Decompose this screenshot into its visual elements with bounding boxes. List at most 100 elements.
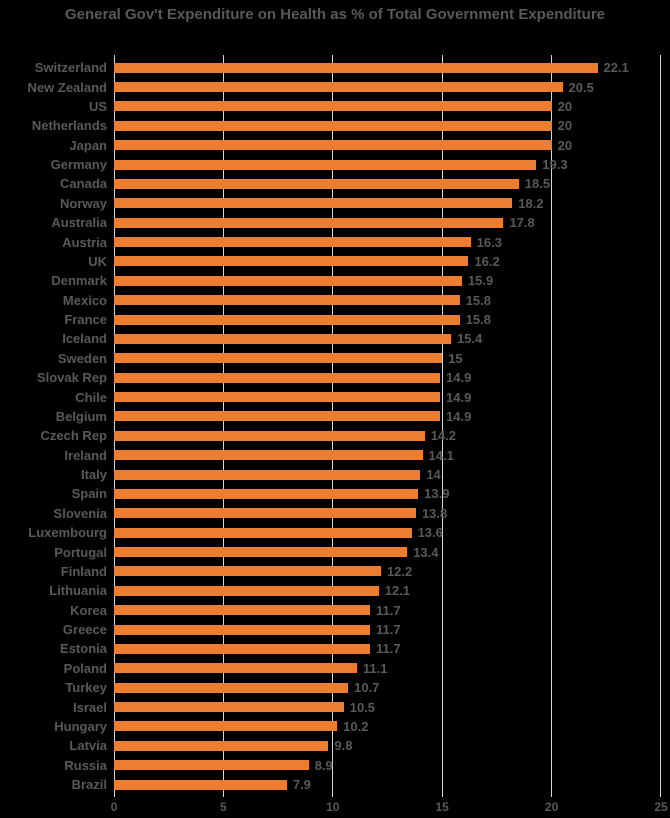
category-label: Canada <box>60 176 107 192</box>
value-label: 12.1 <box>384 583 411 599</box>
value-label: 13.4 <box>413 544 439 560</box>
bar <box>114 663 357 674</box>
bar-track: 20 <box>114 99 661 114</box>
bar <box>114 624 370 635</box>
category-label: Russia <box>64 757 107 773</box>
bar-row: Germany 19.3 <box>0 155 670 174</box>
category-label: Lithuania <box>49 583 107 599</box>
bar <box>114 721 338 732</box>
bar-track: 13.8 <box>114 506 661 521</box>
category-label: Switzerland <box>34 60 107 76</box>
value-label: 15 <box>448 350 463 366</box>
bar-track: 15.8 <box>114 312 661 327</box>
bar <box>114 392 440 403</box>
bar <box>114 779 287 790</box>
bar-track: 13.9 <box>114 486 661 501</box>
value-label: 16.3 <box>476 234 502 250</box>
value-label: 18.5 <box>524 176 551 192</box>
category-label: Korea <box>70 602 107 618</box>
x-axis-label: 25 <box>654 800 668 814</box>
gridline <box>114 55 115 797</box>
bar <box>114 547 408 558</box>
bar <box>114 508 416 519</box>
category-label: Poland <box>63 660 107 676</box>
category-label: Israel <box>73 699 107 715</box>
category-label: Belgium <box>55 408 107 424</box>
bar-row: Spain 13.9 <box>0 484 670 503</box>
bar-track: 14.9 <box>114 390 661 405</box>
category-label: Greece <box>62 622 107 638</box>
bar-track: 15.8 <box>114 293 661 308</box>
bar <box>114 643 370 654</box>
bar-track: 11.7 <box>114 641 661 656</box>
value-label: 14.9 <box>446 389 472 405</box>
value-label: 14.1 <box>428 447 454 463</box>
bar-track: 13.6 <box>114 525 661 540</box>
category-label: Sweden <box>57 350 107 366</box>
bar-row: Latvia 9.8 <box>0 736 670 755</box>
bar-row: Denmark 15.9 <box>0 271 670 290</box>
value-label: 13.8 <box>421 505 448 521</box>
value-label: 10.7 <box>354 680 380 696</box>
category-label: Hungary <box>54 718 107 734</box>
gridline <box>660 55 661 797</box>
bar <box>114 469 421 480</box>
value-label: 20 <box>557 98 573 114</box>
bar-row: Austria 16.3 <box>0 232 670 251</box>
x-axis-label: 5 <box>220 800 227 814</box>
bar <box>114 275 462 286</box>
value-label: 22.1 <box>603 60 629 76</box>
category-label: Slovak Rep <box>36 370 107 386</box>
bar-track: 19.3 <box>114 157 661 172</box>
bar <box>114 314 460 325</box>
value-label: 18.2 <box>518 195 544 211</box>
bar-row: Israel 10.5 <box>0 697 670 716</box>
value-label: 20 <box>557 137 573 153</box>
category-label: Latvia <box>69 738 107 754</box>
bar-track: 7.9 <box>114 777 661 792</box>
bar-row: Estonia 11.7 <box>0 639 670 658</box>
bar-track: 10.5 <box>114 700 661 715</box>
bar <box>114 82 563 93</box>
bar <box>114 585 379 596</box>
value-label: 20.5 <box>568 79 594 95</box>
bar <box>114 256 469 267</box>
bar-track: 14.9 <box>114 370 661 385</box>
gridline <box>441 55 443 797</box>
gridline <box>223 55 225 797</box>
bar-track: 9.8 <box>114 738 661 753</box>
category-label: Luxembourg <box>28 525 107 541</box>
bar-track: 10.7 <box>114 680 661 695</box>
bar-track: 11.1 <box>114 661 661 676</box>
bar-row: Sweden 15 <box>0 349 670 368</box>
bar-track: 20.5 <box>114 80 661 95</box>
bar-row: Portugal 13.4 <box>0 542 670 561</box>
bar-row: Slovak Rep 14.9 <box>0 368 670 387</box>
bar <box>114 178 519 189</box>
category-label: UK <box>88 253 107 269</box>
gridlines <box>114 55 661 797</box>
bar-row: UK 16.2 <box>0 252 670 271</box>
bar-row: Chile 14.9 <box>0 387 670 406</box>
bar-row: Slovenia 13.8 <box>0 504 670 523</box>
bar-row: Canada 18.5 <box>0 174 670 193</box>
value-label: 9.8 <box>334 738 353 754</box>
bar-row: Switzerland 22.1 <box>0 58 670 77</box>
value-label: 10.5 <box>349 699 376 715</box>
gridline <box>550 55 552 797</box>
bar-track: 20 <box>114 118 661 133</box>
bar-track: 14.2 <box>114 428 661 443</box>
value-label: 20 <box>557 118 573 134</box>
bar-row: Luxembourg 13.6 <box>0 523 670 542</box>
value-label: 14.9 <box>446 408 472 424</box>
x-axis-label: 10 <box>326 800 340 814</box>
category-label: Portugal <box>54 544 107 560</box>
bar-row: Lithuania 12.1 <box>0 581 670 600</box>
bar <box>114 760 309 771</box>
bar <box>114 740 329 751</box>
bar-row: Brazil 7.9 <box>0 775 670 794</box>
category-label: Chile <box>75 389 107 405</box>
value-label: 11.7 <box>375 622 401 638</box>
category-label: Mexico <box>62 292 107 308</box>
